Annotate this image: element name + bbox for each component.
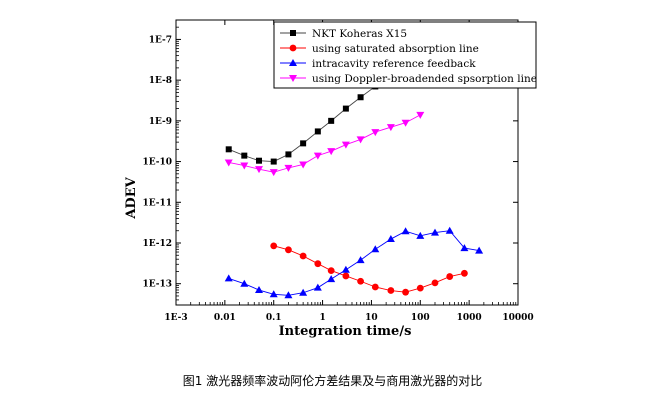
data-point xyxy=(314,284,322,291)
data-point xyxy=(226,146,232,152)
data-point xyxy=(372,284,379,291)
y-tick-label: 1E-13 xyxy=(142,280,172,290)
y-axis-label: ADEV xyxy=(124,176,139,219)
legend: NKT Koheras X15 using saturated absorptio… xyxy=(274,22,537,88)
x-tick-label: 0.01 xyxy=(214,313,236,323)
legend-marker xyxy=(290,45,297,52)
x-tick-label: 100 xyxy=(411,313,430,323)
data-point xyxy=(446,227,454,234)
data-point xyxy=(342,273,349,280)
data-point xyxy=(387,235,395,242)
series-layer xyxy=(225,62,483,298)
data-point xyxy=(241,153,247,159)
legend-item: using Doppler-broadended spsorption line xyxy=(280,73,537,85)
x-tick-label: 1E-3 xyxy=(164,313,187,323)
legend-marker xyxy=(290,30,296,36)
figure-caption: 图1 激光器频率波动阿伦方差结果及与商用激光器的对比 xyxy=(0,372,665,389)
data-point xyxy=(314,153,322,160)
x-tick-label: 10 xyxy=(365,313,378,323)
data-point xyxy=(300,140,306,146)
data-point xyxy=(357,136,365,143)
data-point xyxy=(416,112,424,119)
y-tick-label: 1E-9 xyxy=(149,117,172,127)
series-line xyxy=(229,231,479,296)
data-point xyxy=(285,246,292,253)
data-point xyxy=(342,142,350,149)
data-point xyxy=(357,278,364,285)
data-point xyxy=(270,242,277,249)
data-point xyxy=(358,94,364,100)
series-2 xyxy=(270,242,467,295)
series-4 xyxy=(225,112,425,176)
y-tick-label: 1E-11 xyxy=(142,198,172,208)
x-tick-label: 10000 xyxy=(502,313,533,323)
data-point xyxy=(357,256,365,263)
legend-label: using Doppler-broadended spsorption line xyxy=(312,73,537,85)
data-point xyxy=(328,267,335,274)
data-point xyxy=(387,287,394,294)
x-tick-label: 1 xyxy=(319,313,325,323)
data-point xyxy=(402,289,409,296)
y-tick-label: 1E-10 xyxy=(142,158,172,168)
data-point xyxy=(446,273,453,280)
y-tick-label: 1E-8 xyxy=(149,76,172,86)
x-tick-label: 1000 xyxy=(457,313,482,323)
data-point xyxy=(285,151,291,157)
data-point xyxy=(461,270,468,277)
data-point xyxy=(225,274,233,281)
data-point xyxy=(371,245,379,252)
data-point xyxy=(327,275,335,282)
x-axis-label: Integration time/s xyxy=(279,324,412,339)
data-point xyxy=(371,129,379,136)
legend-label: NKT Koheras X15 xyxy=(312,28,407,40)
data-point xyxy=(432,279,439,286)
x-tick-label: 0.1 xyxy=(266,313,282,323)
legend-label: intracavity reference feedback xyxy=(312,58,476,70)
data-point xyxy=(342,266,350,273)
data-point xyxy=(270,169,278,176)
data-point xyxy=(255,286,263,293)
data-point xyxy=(417,285,424,292)
data-point xyxy=(402,227,410,234)
y-tick-label: 1E-7 xyxy=(149,35,172,45)
data-point xyxy=(314,260,321,267)
y-tick-label: 1E-12 xyxy=(142,239,172,249)
data-point xyxy=(315,128,321,134)
legend-label: using saturated absorption line xyxy=(312,43,479,55)
data-point xyxy=(271,159,277,165)
data-point xyxy=(343,106,349,112)
data-point xyxy=(256,158,262,164)
data-point xyxy=(300,253,307,260)
series-3 xyxy=(225,227,483,299)
data-point xyxy=(328,118,334,124)
